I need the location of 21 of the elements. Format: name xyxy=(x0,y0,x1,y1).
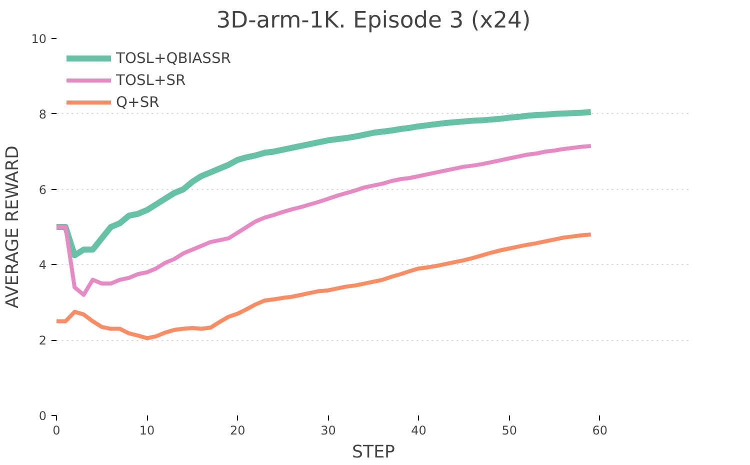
x-tick-label: 50 xyxy=(502,424,518,438)
y-tick-label: 2 xyxy=(38,334,47,348)
legend-label: TOSL+QBIASSR xyxy=(116,50,231,66)
x-tick-label: 0 xyxy=(52,424,60,438)
line-series xyxy=(56,232,593,340)
y-tick-label: 0 xyxy=(38,409,47,423)
y-tick-label: 4 xyxy=(38,258,47,272)
x-tick-label: 60 xyxy=(592,424,608,438)
legend-label: Q+SR xyxy=(116,94,160,110)
y-tick-label: 8 xyxy=(38,107,47,122)
x-tick-label: 10 xyxy=(139,424,155,438)
x-tick-label: 30 xyxy=(320,424,336,438)
x-tick-label: 20 xyxy=(230,424,246,438)
x-tick-label: 40 xyxy=(411,424,426,438)
y-tick-label: 6 xyxy=(38,182,47,197)
line-series xyxy=(56,144,593,297)
x-axis-title: STEP xyxy=(352,442,395,462)
chart-title: 3D-arm-1K. Episode 3 (x24) xyxy=(216,8,531,34)
y-tick-label: 10 xyxy=(31,32,47,46)
legend-label: TOSL+SR xyxy=(116,72,186,88)
y-axis-title: AVERAGE REWARD xyxy=(3,146,24,308)
